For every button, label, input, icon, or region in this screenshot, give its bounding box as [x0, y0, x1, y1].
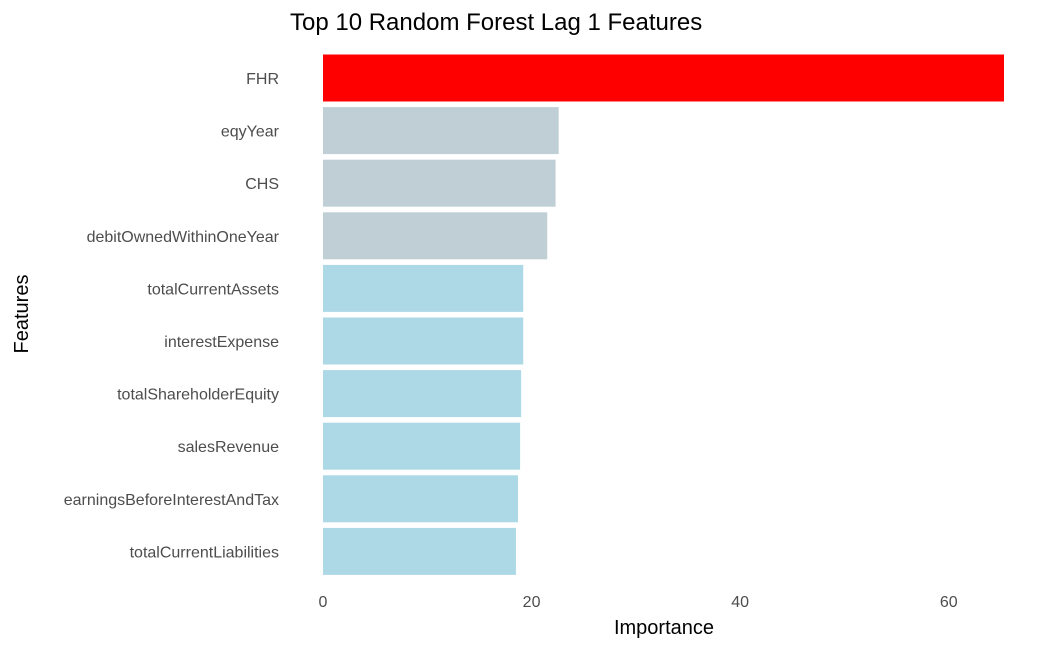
- y-tick-label: totalCurrentAssets: [147, 281, 279, 298]
- bar-totalCurrentAssets: [323, 264, 524, 312]
- y-tick-label: totalShareholderEquity: [117, 387, 279, 404]
- bar-totalShareholderEquity: [323, 370, 522, 418]
- chart-title: Top 10 Random Forest Lag 1 Features: [290, 9, 702, 36]
- bar-FHR: [323, 54, 1004, 102]
- bar-debitOwnedWithinOneYear: [323, 212, 548, 260]
- bar-salesRevenue: [323, 422, 521, 470]
- y-tick-label: CHS: [245, 176, 279, 193]
- bar-eqyYear: [323, 107, 559, 155]
- y-tick-labels: FHR eqyYear CHS debitOwnedWithinOneYear tota…: [64, 71, 280, 561]
- bars-group: [323, 54, 1004, 575]
- y-tick-label: salesRevenue: [178, 439, 280, 456]
- x-tick-label: 60: [940, 594, 958, 611]
- x-tick-label: 40: [731, 594, 749, 611]
- y-tick-label: debitOwnedWithinOneYear: [87, 229, 280, 246]
- y-axis-title: Features: [11, 275, 33, 354]
- bar-CHS: [323, 159, 556, 207]
- x-tick-label: 0: [319, 594, 328, 611]
- y-tick-label: FHR: [246, 71, 279, 88]
- x-tick-label: 20: [523, 594, 541, 611]
- x-tick-labels: 0 20 40 60: [319, 594, 958, 611]
- y-tick-label: earningsBeforeInterestAndTax: [64, 492, 279, 509]
- bar-totalCurrentLiabilities: [323, 527, 516, 575]
- y-tick-label: totalCurrentLiabilities: [130, 544, 279, 561]
- bar-interestExpense: [323, 317, 524, 365]
- bar-earningsBeforeInterestAndTax: [323, 475, 519, 523]
- y-tick-label: eqyYear: [221, 124, 280, 141]
- y-tick-label: interestExpense: [164, 334, 279, 351]
- x-axis-title: Importance: [614, 617, 714, 639]
